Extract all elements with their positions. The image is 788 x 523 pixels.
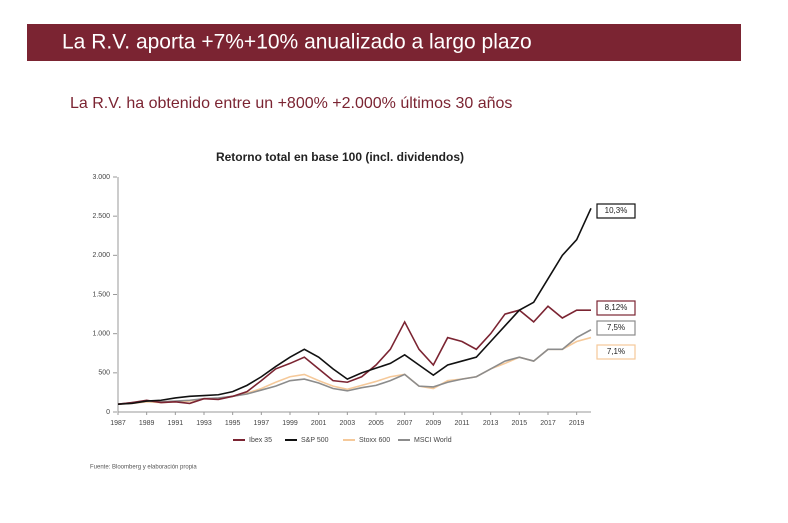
x-tick-label: 2015: [512, 420, 528, 427]
heading: La R.V. aporta +7%+10% anualizado a larg…: [62, 31, 532, 54]
legend-label: S&P 500: [301, 437, 329, 444]
chart-title: Retorno total en base 100 (incl. dividen…: [216, 150, 464, 164]
series-line: [117, 329, 592, 405]
y-tick-label: 0: [106, 409, 110, 416]
end-label: 7,5%: [607, 323, 625, 332]
y-tick-label: 2.500: [92, 213, 110, 220]
x-tick-label: 1987: [110, 420, 126, 427]
legend-label: Stoxx 600: [359, 437, 390, 444]
end-label-box: [596, 203, 636, 219]
series-line: [117, 208, 592, 405]
legend-label: Ibex 35: [249, 437, 272, 444]
end-label-box: [596, 300, 636, 316]
x-tick-label: 2019: [569, 420, 585, 427]
x-tick-label: 1997: [254, 420, 270, 427]
subheading: La R.V. ha obtenido entre un +800% +2.00…: [70, 95, 512, 112]
end-label-box: [596, 320, 636, 336]
x-tick-label: 1991: [168, 420, 184, 427]
x-tick-label: 2009: [426, 420, 442, 427]
x-tick-label: 2003: [340, 420, 356, 427]
legend-label: MSCI World: [414, 437, 452, 444]
heading-banner: [27, 24, 741, 61]
x-tick-label: 1993: [196, 420, 212, 427]
y-tick-label: 3.000: [92, 174, 110, 181]
x-tick-label: 2001: [311, 420, 327, 427]
end-label: 8,12%: [605, 303, 628, 312]
y-tick-label: 500: [98, 370, 110, 377]
x-tick-label: 2007: [397, 420, 413, 427]
x-tick-label: 2013: [483, 420, 499, 427]
end-label: 10,3%: [605, 206, 628, 215]
end-label: 7,1%: [607, 347, 625, 356]
x-tick-label: 1989: [139, 420, 155, 427]
end-label-box: [596, 344, 636, 360]
x-tick-label: 1995: [225, 420, 241, 427]
series-line: [117, 336, 592, 405]
series-line: [117, 305, 591, 405]
x-tick-label: 2017: [540, 420, 556, 427]
x-tick-label: 2005: [368, 420, 384, 427]
y-tick-label: 1.000: [92, 331, 110, 338]
y-tick-label: 1.500: [92, 291, 110, 298]
source: Fuente: Bloomberg y elaboración propia: [90, 465, 197, 471]
y-tick-label: 2.000: [92, 252, 110, 259]
x-tick-label: 1999: [282, 420, 298, 427]
x-tick-label: 2011: [454, 420, 469, 427]
